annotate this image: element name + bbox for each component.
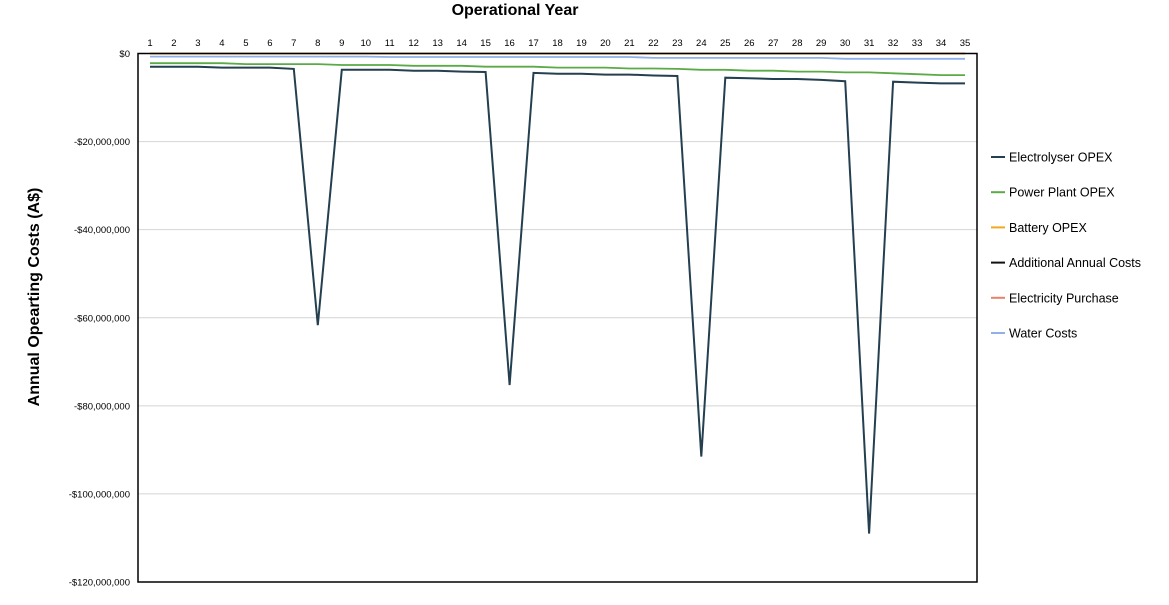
y-axis-ticks: $0 -$20,000,000 -$40,000,000 -$60,000,000 -$… — [69, 49, 130, 589]
x-tick-label: 2 — [171, 38, 176, 49]
gridlines — [138, 141, 977, 495]
x-tick-label: 32 — [888, 38, 899, 49]
x-tick-label: 18 — [552, 38, 563, 49]
y-axis-label: Annual Opearting Costs (A$) — [26, 188, 43, 407]
x-tick-label: 3 — [195, 38, 200, 49]
x-tick-label: 35 — [960, 38, 971, 49]
legend-label: Water Costs — [1009, 327, 1077, 341]
series-line — [150, 55, 965, 60]
x-tick-label: 29 — [816, 38, 827, 49]
legend-label: Power Plant OPEX — [1009, 186, 1115, 200]
y-tick-label: -$40,000,000 — [74, 225, 130, 236]
series-lines — [150, 52, 965, 534]
y-tick-label: -$120,000,000 — [69, 578, 130, 589]
x-tick-label: 1 — [147, 38, 152, 49]
x-tick-label: 34 — [936, 38, 947, 49]
x-tick-label: 9 — [339, 38, 344, 49]
x-axis-ticks: 1 2 3 4 5 6 7 8 9 10 11 12 13 14 15 16 17 18 19 20 21 22 23 24 2… — [147, 38, 970, 49]
x-tick-label: 10 — [360, 38, 371, 49]
x-tick-label: 4 — [219, 38, 224, 49]
legend-label: Electricity Purchase — [1009, 291, 1119, 305]
y-tick-label: -$20,000,000 — [74, 137, 130, 148]
x-tick-label: 19 — [576, 38, 587, 49]
y-tick-label: -$80,000,000 — [74, 401, 130, 412]
x-tick-label: 31 — [864, 38, 875, 49]
legend-label: Electrolyser OPEX — [1009, 151, 1113, 165]
x-tick-label: 8 — [315, 38, 320, 49]
x-tick-label: 11 — [385, 38, 395, 49]
x-tick-label: 6 — [267, 38, 272, 49]
x-tick-label: 5 — [243, 38, 248, 49]
chart-title: Operational Year — [452, 2, 579, 19]
series-line — [150, 65, 965, 534]
plot-area-frame — [137, 52, 978, 583]
x-tick-label: 24 — [696, 38, 707, 49]
x-tick-label: 25 — [720, 38, 731, 49]
y-tick-label: $0 — [119, 49, 130, 60]
y-tick-label: -$60,000,000 — [74, 313, 130, 324]
x-tick-label: 7 — [291, 38, 296, 49]
x-tick-label: 16 — [504, 38, 515, 49]
series-line — [150, 62, 965, 76]
x-tick-label: 20 — [600, 38, 611, 49]
x-tick-label: 14 — [456, 38, 467, 49]
x-tick-label: 17 — [528, 38, 539, 49]
x-tick-label: 27 — [768, 38, 779, 49]
x-tick-label: 28 — [792, 38, 803, 49]
x-tick-label: 12 — [408, 38, 419, 49]
x-tick-label: 15 — [480, 38, 491, 49]
x-tick-label: 26 — [744, 38, 755, 49]
x-tick-label: 23 — [672, 38, 683, 49]
legend-label: Battery OPEX — [1009, 221, 1087, 235]
y-tick-label: -$100,000,000 — [69, 489, 130, 500]
legend-label: Additional Annual Costs — [1009, 256, 1141, 270]
x-tick-label: 22 — [648, 38, 659, 49]
x-tick-label: 33 — [912, 38, 923, 49]
legend: Electrolyser OPEX Power Plant OPEX Battery… — [991, 151, 1141, 341]
x-tick-label: 21 — [624, 38, 635, 49]
x-tick-label: 13 — [432, 38, 443, 49]
x-tick-label: 30 — [840, 38, 851, 49]
